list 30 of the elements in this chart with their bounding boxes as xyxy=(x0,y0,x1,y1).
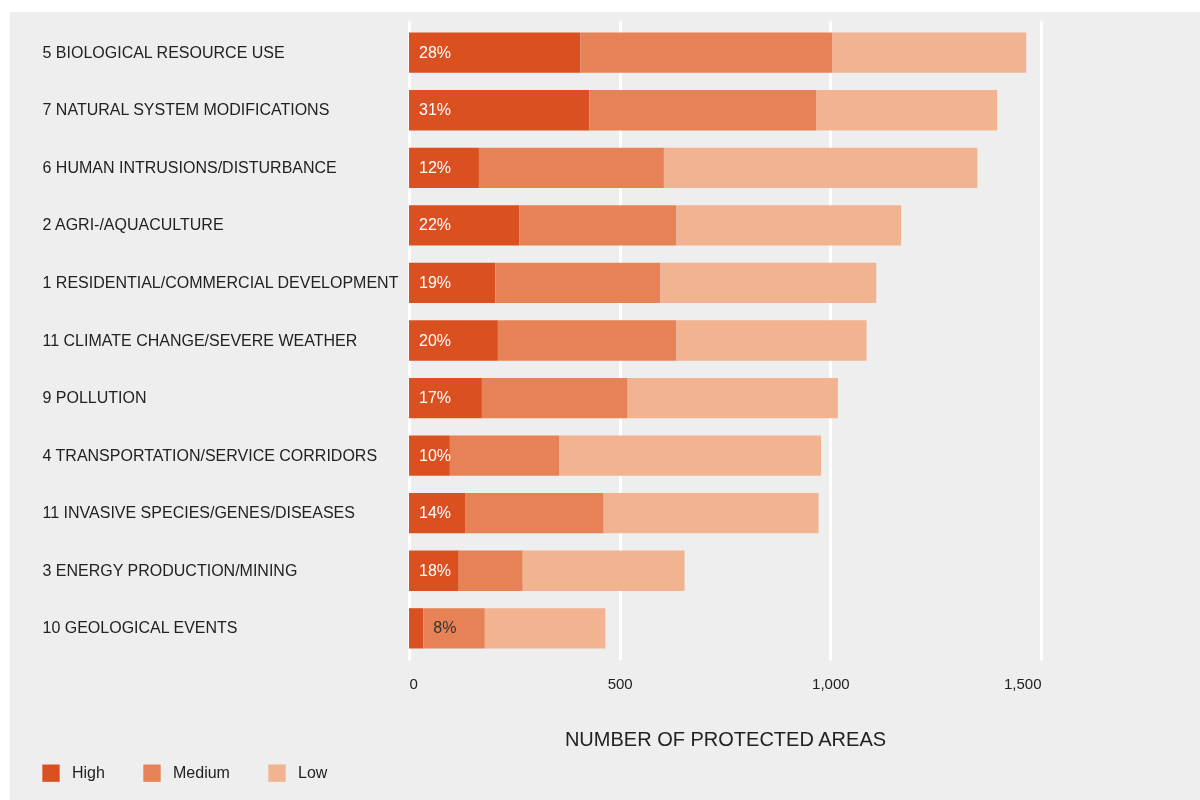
x-tick-label: 0 xyxy=(409,674,418,692)
annotation: 20% xyxy=(419,331,452,349)
annotation: 8% xyxy=(433,619,457,637)
y-tick-label: 11 CLIMATE CHANGE/SEVERE WEATHER xyxy=(42,331,358,349)
annotation: 28% xyxy=(419,43,452,61)
annotation: 18% xyxy=(419,561,452,579)
y-tick-label: 7 NATURAL SYSTEM MODIFICATIONS xyxy=(42,101,330,119)
legend-label: Medium xyxy=(173,764,230,782)
legend-label: Low xyxy=(298,764,328,782)
y-tick-label: 5 BIOLOGICAL RESOURCE USE xyxy=(42,43,285,61)
annotation: 19% xyxy=(419,273,452,291)
y-tick-label: 9 POLLUTION xyxy=(42,389,147,407)
annotation: 10% xyxy=(419,446,452,464)
y-tick-label: 11 INVASIVE SPECIES/GENES/DISEASES xyxy=(42,504,355,522)
y-tick-label: 4 TRANSPORTATION/SERVICE CORRIDORS xyxy=(42,446,378,464)
x-axis-title: NUMBER OF PROTECTED AREAS xyxy=(564,727,887,750)
y-tick-label: 1 RESIDENTIAL/COMMERCIAL DEVELOPMENT xyxy=(42,273,399,291)
annotation: 14% xyxy=(419,504,452,522)
annotation: 22% xyxy=(419,216,452,234)
y-tick-label: 2 AGRI-/AQUACULTURE xyxy=(42,216,224,234)
y-tick-label: 6 HUMAN INTRUSIONS/DISTURBANCE xyxy=(42,158,337,176)
annotation: 31% xyxy=(419,101,452,119)
y-tick-label: 3 ENERGY PRODUCTION/MINING xyxy=(42,561,298,579)
annotation: 17% xyxy=(419,389,452,407)
x-tick-label: 1,500 xyxy=(1003,674,1042,692)
y-tick-label: 10 GEOLOGICAL EVENTS xyxy=(42,619,238,637)
legend-label: High xyxy=(72,764,105,782)
x-tick-label: 500 xyxy=(607,674,633,692)
x-tick-label: 1,000 xyxy=(812,674,850,692)
annotation: 12% xyxy=(419,158,452,176)
